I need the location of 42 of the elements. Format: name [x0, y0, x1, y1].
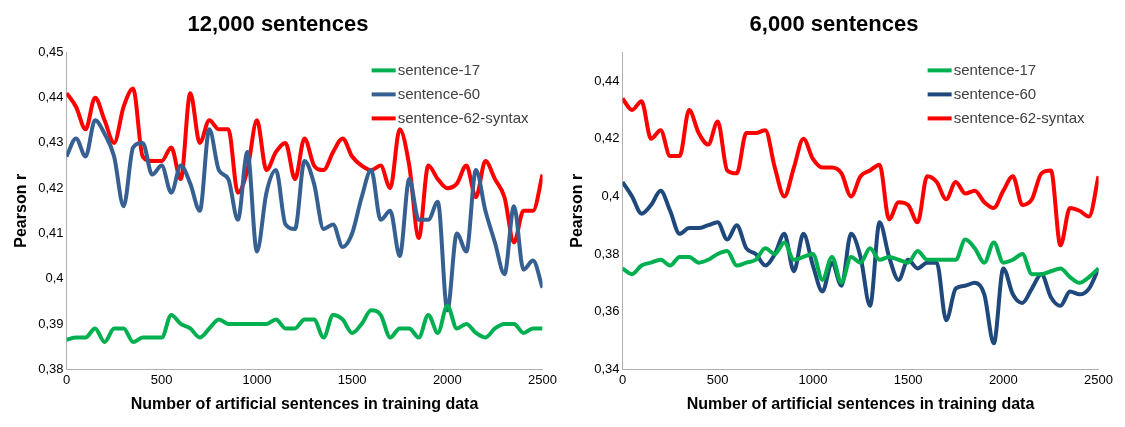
chart-title: 12,000 sentences: [187, 11, 369, 37]
x-tick-label: 1500: [893, 371, 923, 387]
legend-label: sentence-62-syntax: [397, 108, 530, 126]
y-tick-label: 0,42: [594, 130, 620, 146]
y-tick-label: 0,41: [38, 225, 64, 241]
line-series: [66, 303, 543, 345]
x-axis-title: Number of artificial sentences in training data: [130, 394, 479, 412]
chart-title: 6,000 sentences: [749, 11, 919, 37]
y-tick-label: 0,44: [594, 72, 620, 88]
y-tick-label: 0,38: [38, 360, 64, 376]
y-tick-label: 0,44: [38, 89, 64, 105]
y-tick-label: 0,39: [38, 315, 64, 331]
x-tick-label: 500: [706, 371, 729, 387]
legend-label: sentence-60: [953, 84, 1037, 102]
x-tick-label: 1000: [242, 371, 272, 387]
x-tick-label: 0: [618, 371, 627, 387]
legend-label: sentence-62-syntax: [953, 108, 1086, 126]
x-tick-label: 1500: [337, 371, 367, 387]
x-axis-title: Number of artificial sentences in training data: [686, 394, 1035, 412]
x-tick-label: 2500: [528, 371, 557, 387]
x-tick-label: 1000: [798, 371, 828, 387]
line-series: [622, 180, 1099, 346]
y-tick-label: 0,42: [38, 179, 64, 195]
y-tick-label: 0,4: [601, 187, 620, 203]
y-tick-label: 0,4: [45, 270, 64, 286]
y-axis-title: Pearson r: [12, 173, 30, 248]
y-tick-label: 0,36: [594, 303, 620, 319]
line-series: [622, 237, 1099, 285]
y-tick-label: 0,38: [594, 245, 620, 261]
x-tick-label: 0: [62, 371, 71, 387]
y-axis-title: Pearson r: [568, 173, 586, 248]
x-tick-label: 2000: [432, 371, 462, 387]
x-tick-label: 2500: [1084, 371, 1113, 387]
line-series: [66, 86, 543, 245]
y-tick-label: 0,45: [38, 43, 64, 59]
legend-label: sentence-17: [397, 60, 481, 78]
legend-label: sentence-17: [953, 60, 1037, 78]
y-tick-label: 0,43: [38, 134, 64, 150]
x-tick-label: 2000: [988, 371, 1018, 387]
x-tick-label: 500: [150, 371, 173, 387]
y-tick-label: 0,34: [594, 360, 620, 376]
legend-label: sentence-60: [397, 84, 481, 102]
